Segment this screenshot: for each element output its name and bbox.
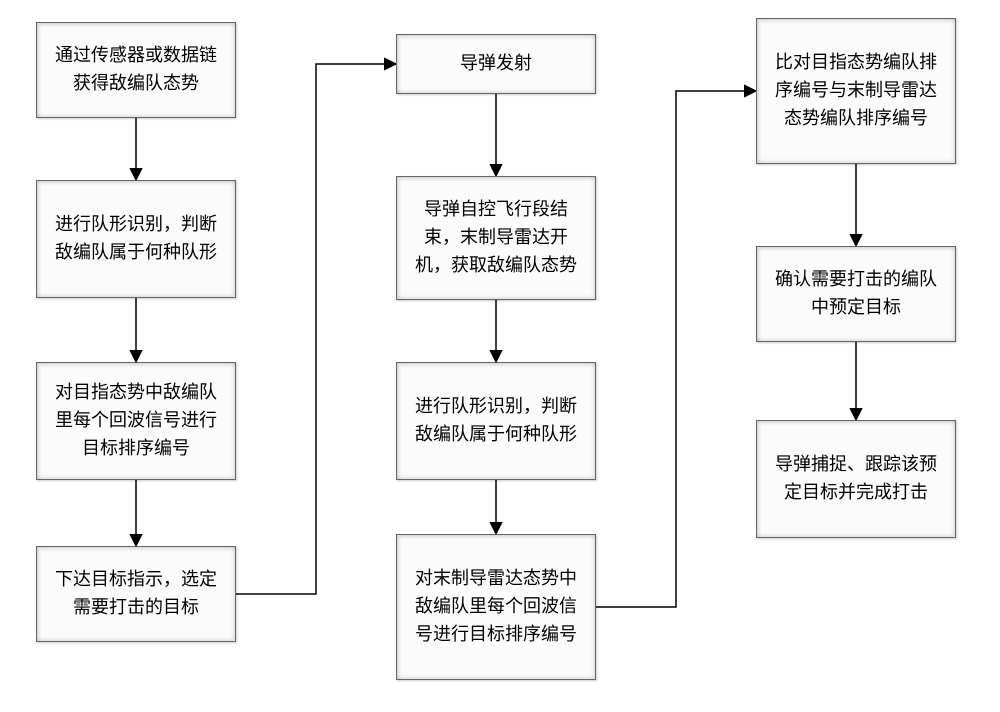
- flow-node-n2: 进行队形识别，判断敌编队属于何种队形: [36, 180, 236, 298]
- flow-node-n5: 导弹发射: [396, 34, 596, 94]
- flow-edge-n8-n9: [596, 91, 756, 607]
- flow-node-label: 比对目指态势编队排序编号与末制导雷达态势编队排序编号: [767, 49, 945, 133]
- flow-node-label: 进行队形识别，判断敌编队属于何种队形: [407, 393, 585, 449]
- flow-node-n9: 比对目指态势编队排序编号与末制导雷达态势编队排序编号: [756, 18, 956, 164]
- flow-node-label: 对末制导雷达态势中敌编队里每个回波信号进行目标排序编号: [407, 565, 585, 649]
- flow-node-label: 对目指态势中敌编队里每个回波信号进行目标排序编号: [47, 379, 225, 463]
- flow-node-label: 通过传感器或数据链获得敌编队态势: [47, 42, 225, 98]
- flow-node-n11: 导弹捕捉、跟踪该预定目标并完成打击: [756, 420, 956, 538]
- flow-node-n8: 对末制导雷达态势中敌编队里每个回波信号进行目标排序编号: [396, 534, 596, 680]
- flow-edge-n4-n5: [236, 64, 396, 594]
- flow-node-n10: 确认需要打击的编队中预定目标: [756, 246, 956, 342]
- flow-node-n3: 对目指态势中敌编队里每个回波信号进行目标排序编号: [36, 362, 236, 480]
- flow-node-n6: 导弹自控飞行段结束，末制导雷达开机，获取敌编队态势: [396, 176, 596, 300]
- flow-node-label: 确认需要打击的编队中预定目标: [767, 266, 945, 322]
- flow-node-label: 导弹捕捉、跟踪该预定目标并完成打击: [767, 451, 945, 507]
- flow-node-label: 进行队形识别，判断敌编队属于何种队形: [47, 211, 225, 267]
- flow-node-n7: 进行队形识别，判断敌编队属于何种队形: [396, 362, 596, 480]
- flow-node-n1: 通过传感器或数据链获得敌编队态势: [36, 22, 236, 118]
- flow-node-label: 下达目标指示，选定需要打击的目标: [47, 566, 225, 622]
- flow-node-label: 导弹自控飞行段结束，末制导雷达开机，获取敌编队态势: [407, 196, 585, 280]
- flow-node-n4: 下达目标指示，选定需要打击的目标: [36, 546, 236, 642]
- flow-node-label: 导弹发射: [460, 50, 532, 78]
